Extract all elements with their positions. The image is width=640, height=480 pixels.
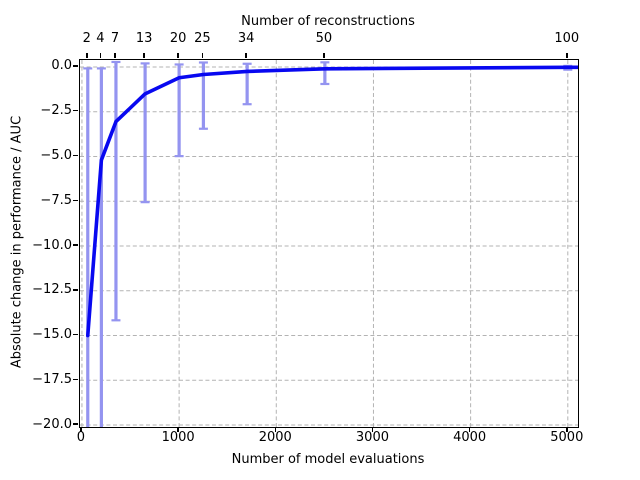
x-tick-label: 3000 — [355, 430, 389, 445]
top-tick-mark — [245, 53, 247, 58]
x-tick-mark — [371, 427, 374, 432]
top-tick-mark — [566, 53, 568, 58]
top-tick-mark — [143, 53, 145, 58]
top-tick-label: 50 — [315, 31, 333, 46]
y-tick-mark — [73, 378, 78, 381]
x-tick-mark — [468, 427, 471, 432]
top-tick-label: 34 — [237, 31, 255, 46]
top-tick-mark — [323, 53, 325, 58]
y-tick-label: −7.5 — [40, 192, 72, 208]
y-tick-label: −20.0 — [32, 416, 72, 432]
x-tick-mark — [177, 427, 179, 432]
x-tick-label: 4000 — [453, 430, 487, 445]
y-tick-label: 0.0 — [51, 58, 72, 74]
plot-svg — [80, 60, 578, 427]
x-tick-label: 1000 — [161, 430, 195, 445]
top-tick-mark — [99, 53, 102, 58]
top-tick-label: 25 — [194, 31, 211, 46]
top-tick-label: 2 — [82, 31, 91, 46]
top-tick-mark — [114, 53, 116, 58]
mean-line — [85, 65, 578, 338]
x-tick-mark — [566, 427, 568, 432]
y-tick-label: −5.0 — [40, 147, 72, 163]
y-tick-mark — [73, 109, 78, 112]
y-tick-label: −17.5 — [32, 371, 72, 387]
y-tick-mark — [73, 154, 78, 157]
y-tick-mark — [73, 423, 78, 425]
plot-area — [79, 59, 579, 428]
x-tick-mark — [274, 427, 277, 432]
top-tick-label: 100 — [554, 31, 580, 46]
y-tick-mark — [73, 65, 78, 67]
top-axis-label: Number of reconstructions — [241, 14, 415, 29]
top-tick-mark — [201, 53, 204, 58]
top-tick-mark — [86, 53, 88, 58]
top-tick-label: 7 — [110, 31, 120, 46]
x-tick-label: 5000 — [550, 430, 584, 445]
top-tick-label: 4 — [96, 31, 105, 46]
y-tick-label: −2.5 — [40, 103, 72, 119]
y-tick-mark — [73, 199, 78, 201]
top-tick-mark — [177, 53, 179, 58]
y-tick-mark — [73, 333, 78, 336]
y-tick-mark — [73, 244, 78, 246]
x-axis-label: Number of model evaluations — [231, 452, 425, 467]
top-tick-label: 13 — [135, 31, 153, 46]
x-tick-label: 0 — [76, 430, 86, 445]
y-tick-label: −12.5 — [32, 282, 72, 298]
x-tick-label: 2000 — [258, 430, 292, 445]
y-tick-label: −10.0 — [32, 237, 72, 253]
y-tick-mark — [73, 289, 78, 291]
top-tick-label: 20 — [169, 31, 187, 46]
y-tick-label: −15.0 — [32, 327, 72, 343]
x-tick-mark — [80, 427, 82, 432]
